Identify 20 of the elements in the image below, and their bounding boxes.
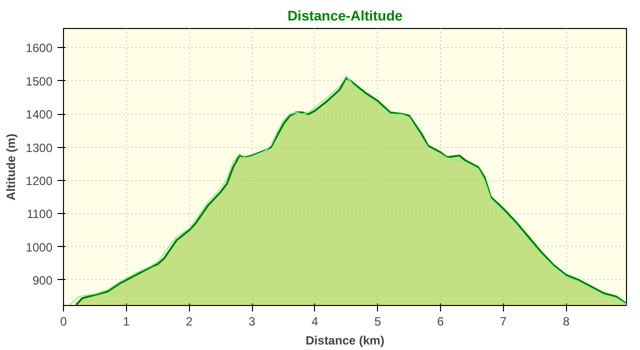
x-tick-label: 7 <box>500 314 508 328</box>
y-tick-label: 1000 <box>26 240 53 254</box>
x-tick-label: 4 <box>312 314 318 328</box>
y-tick-label: 1400 <box>26 108 53 122</box>
y-tick-label: 1600 <box>26 41 53 56</box>
x-tick-label: 6 <box>437 314 444 328</box>
y-tick-label: 900 <box>32 273 53 288</box>
y-tick-label: 1200 <box>26 174 53 188</box>
x-tick-label: 5 <box>374 314 382 328</box>
y-tick-label: 1300 <box>26 140 53 155</box>
x-tick-label: 2 <box>186 314 193 328</box>
x-tick-label: 8 <box>562 314 570 328</box>
y-tick-label: 1100 <box>26 207 53 222</box>
y-axis-title: Altitude (m) <box>4 134 18 200</box>
y-tick-label: 1500 <box>26 74 53 88</box>
x-tick-label: 0 <box>60 314 68 328</box>
x-tick-label: 3 <box>248 314 256 328</box>
chart-title: Distance-Altitude <box>287 8 403 24</box>
x-tick-label: 1 <box>123 314 130 328</box>
x-axis-title: Distance (km) <box>306 334 384 348</box>
